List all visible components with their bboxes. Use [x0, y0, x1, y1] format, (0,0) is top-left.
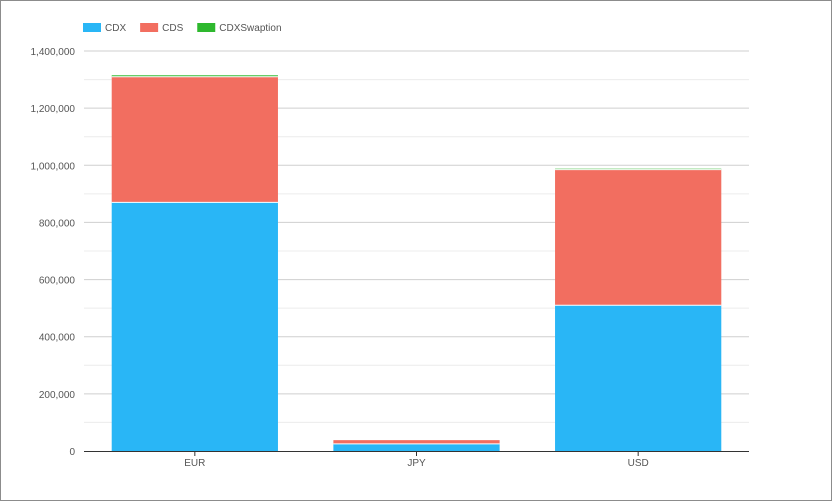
- bar-cds-eur: [111, 76, 278, 203]
- bar-cds-usd: [555, 169, 722, 306]
- legend: CDX CDS CDXSwaption: [83, 23, 282, 34]
- bar-cdx-usd: [555, 305, 722, 451]
- bar-cdx-eur: [111, 202, 278, 451]
- y-tick-label: 600,000: [39, 276, 76, 287]
- legend-label-cds: CDS: [162, 23, 183, 34]
- y-tick-label: 200,000: [39, 390, 76, 401]
- legend-swatch-cdxswaption: [197, 23, 216, 32]
- x-tick-label: JPY: [407, 458, 426, 469]
- y-tick-label: 1,200,000: [31, 104, 76, 115]
- y-tick-label: 1,000,000: [31, 161, 76, 172]
- x-tick-label: EUR: [184, 458, 205, 469]
- legend-label-cdxswaption: CDXSwaption: [219, 23, 281, 34]
- y-tick-label: 1,400,000: [31, 47, 76, 58]
- legend-label-cdx: CDX: [105, 23, 126, 34]
- y-tick-label: 0: [69, 447, 75, 458]
- legend-swatch-cdx: [83, 23, 101, 32]
- y-tick-label: 400,000: [39, 333, 76, 344]
- bar-cdxswaption-eur: [111, 75, 278, 77]
- bar-cds-jpy: [333, 440, 500, 444]
- axes: 0 200,000 400,000 600,000 800,000 1,000,000 1,…: [31, 47, 749, 469]
- y-tick-label: 800,000: [39, 218, 76, 229]
- bar-cdx-jpy: [333, 443, 500, 451]
- x-tick-label: USD: [628, 458, 649, 469]
- bars: [111, 75, 722, 451]
- legend-swatch-cds: [140, 23, 159, 32]
